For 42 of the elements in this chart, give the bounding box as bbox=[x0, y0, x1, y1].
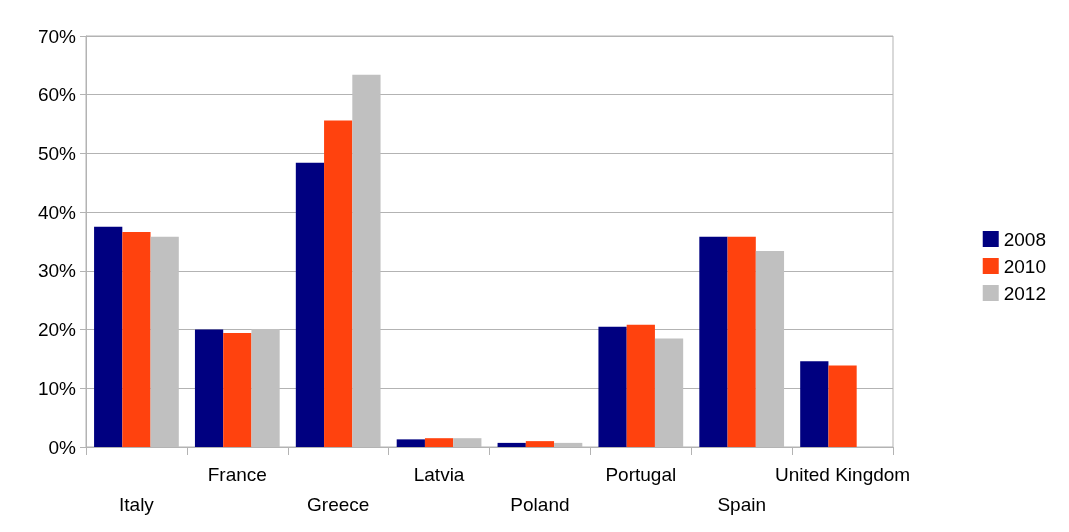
y-tick-label: 0% bbox=[48, 436, 77, 458]
y-tick-label: 30% bbox=[37, 260, 77, 282]
bar bbox=[453, 438, 482, 447]
y-tick-label: 40% bbox=[37, 201, 77, 223]
bar bbox=[598, 326, 627, 447]
legend-label: 2010 bbox=[1003, 255, 1047, 277]
bar bbox=[223, 333, 252, 447]
bar bbox=[251, 328, 280, 447]
bar bbox=[554, 442, 583, 447]
bar bbox=[122, 232, 151, 447]
x-tick-label: Poland bbox=[510, 493, 570, 515]
y-tick-label: 60% bbox=[37, 84, 77, 106]
bar bbox=[150, 236, 179, 447]
bar bbox=[424, 438, 454, 447]
x-tick-label: Portugal bbox=[605, 463, 677, 485]
bar bbox=[727, 236, 756, 447]
bar bbox=[525, 441, 555, 447]
x-tick-label: France bbox=[207, 463, 267, 485]
bar bbox=[324, 120, 353, 447]
bar bbox=[194, 329, 224, 447]
bar bbox=[352, 74, 381, 447]
x-tick-label: Greece bbox=[307, 493, 370, 515]
bar bbox=[755, 250, 785, 447]
y-tick-label: 50% bbox=[37, 142, 77, 164]
x-tick-label: Spain bbox=[717, 493, 766, 515]
x-tick-label: Latvia bbox=[413, 463, 465, 485]
x-tick-label: United Kingdom bbox=[774, 463, 911, 485]
bar bbox=[295, 162, 325, 447]
bar bbox=[654, 338, 684, 447]
bar bbox=[626, 324, 655, 447]
bar bbox=[94, 226, 123, 447]
legend-label: 2008 bbox=[1003, 228, 1047, 250]
y-tick-label: 10% bbox=[37, 377, 77, 399]
x-tick-label: Italy bbox=[119, 493, 155, 515]
bar bbox=[699, 236, 728, 447]
bar bbox=[800, 361, 829, 447]
legend-label: 2012 bbox=[1003, 282, 1047, 304]
bar bbox=[828, 365, 857, 447]
bar bbox=[497, 442, 526, 447]
y-tick-label: 70% bbox=[37, 25, 77, 47]
bar bbox=[396, 439, 425, 447]
y-tick-label: 20% bbox=[37, 319, 77, 341]
